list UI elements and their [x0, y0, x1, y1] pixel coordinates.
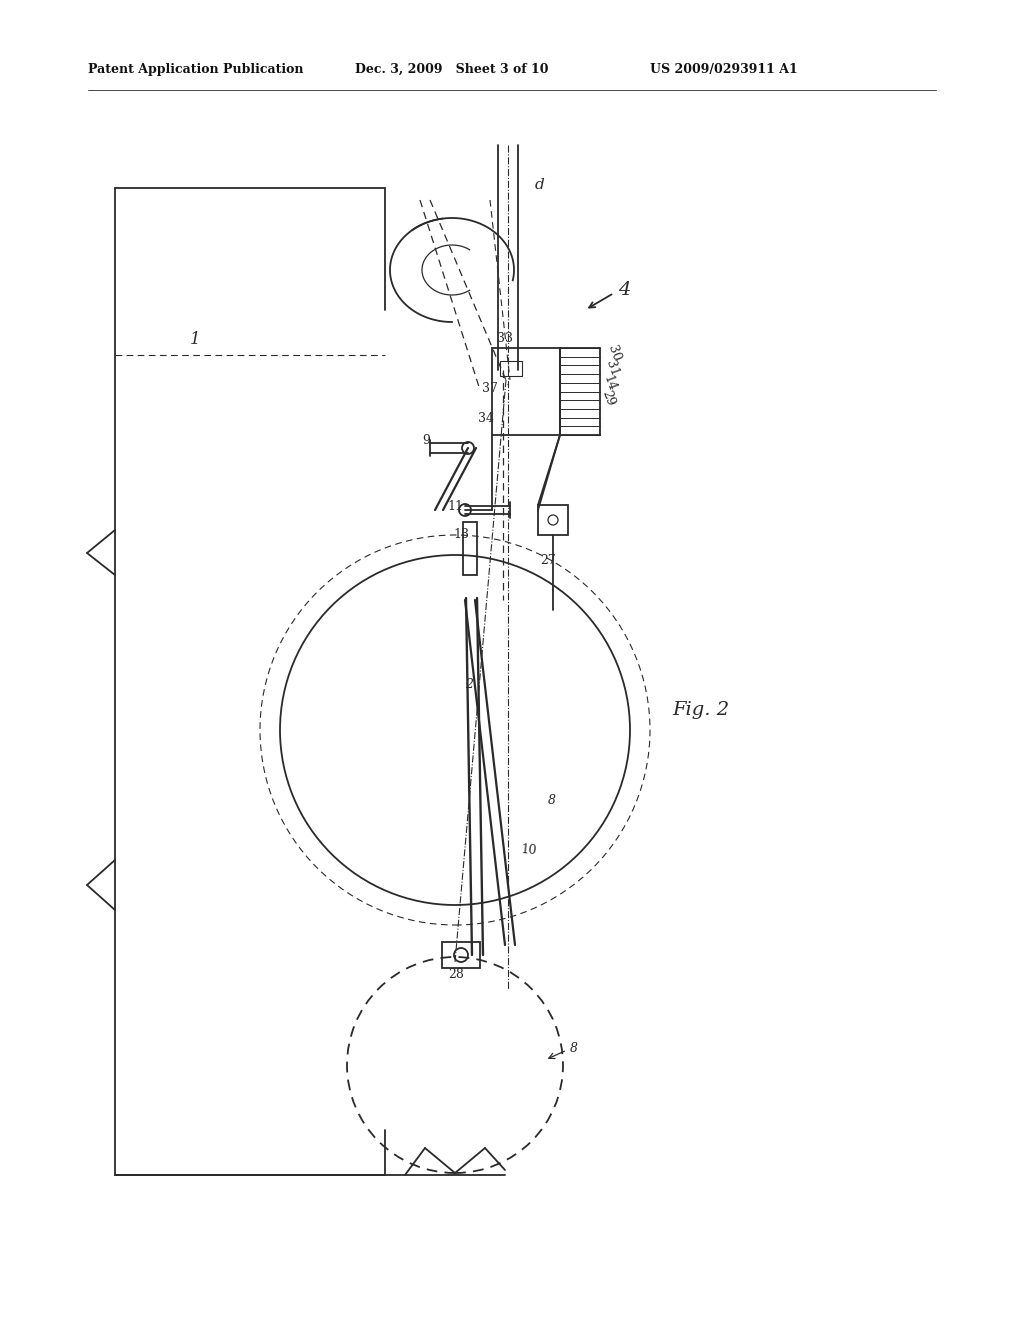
Text: 31: 31 — [603, 358, 621, 378]
Bar — [492, 348, 560, 436]
Text: 9: 9 — [422, 433, 430, 446]
Text: 33: 33 — [497, 331, 513, 345]
Text: 14: 14 — [601, 374, 618, 393]
Text: 28: 28 — [449, 969, 464, 982]
Bar — [442, 942, 480, 968]
Text: 13: 13 — [453, 528, 469, 541]
Text: 4: 4 — [618, 281, 631, 300]
Text: 1: 1 — [190, 331, 201, 348]
Text: 8: 8 — [570, 1041, 578, 1055]
Text: 34: 34 — [478, 412, 494, 425]
Text: 11: 11 — [447, 500, 463, 513]
Text: Fig. 2: Fig. 2 — [672, 701, 729, 719]
Text: 2: 2 — [465, 678, 473, 692]
Text: 29: 29 — [599, 388, 616, 408]
Bar — [463, 521, 477, 576]
Text: Dec. 3, 2009   Sheet 3 of 10: Dec. 3, 2009 Sheet 3 of 10 — [355, 63, 549, 77]
Text: 8: 8 — [548, 793, 556, 807]
Text: d: d — [535, 178, 545, 191]
Text: Patent Application Publication: Patent Application Publication — [88, 63, 303, 77]
Text: 27: 27 — [540, 553, 556, 566]
Text: 30: 30 — [605, 343, 623, 363]
Text: 10: 10 — [520, 843, 537, 857]
Bar — [500, 360, 522, 376]
Text: 37: 37 — [482, 381, 498, 395]
Text: US 2009/0293911 A1: US 2009/0293911 A1 — [650, 63, 798, 77]
Bar — [538, 506, 568, 535]
